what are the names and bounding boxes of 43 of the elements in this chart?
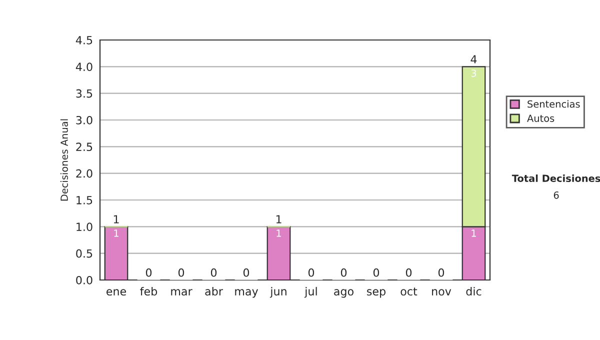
x-tick-label: dic: [466, 286, 482, 296]
text: 6: [554, 191, 559, 199]
data-label: 3: [471, 70, 476, 77]
total-label: 0: [406, 268, 412, 277]
y-axis-title: Decisiones Anual: [60, 119, 68, 201]
total-label: 0: [243, 268, 250, 277]
x-tick-label: nov: [432, 289, 452, 296]
y-tick-label: 4.5: [76, 36, 92, 44]
data-label: 1: [276, 230, 281, 237]
text: Total Decisiones: [512, 174, 600, 182]
total-label: 1: [114, 215, 119, 224]
y-tick-label: 4.0: [76, 62, 92, 72]
x-tick-label: ago: [334, 289, 354, 298]
x-tick-label: sep: [367, 289, 386, 298]
data-label: 1: [114, 230, 118, 237]
total-label: 0: [340, 268, 347, 277]
x-tick-label: mar: [171, 289, 192, 296]
x-tick-label: may: [235, 289, 258, 298]
legend-label: Sentencias: [528, 100, 580, 108]
total-label: 0: [146, 268, 152, 277]
y-tick-label: 0.0: [76, 276, 92, 284]
y-tick-label: 1.5: [76, 196, 92, 204]
total-label: 0: [178, 268, 184, 277]
total-label: 4: [470, 55, 477, 64]
y-tick-label: 1.0: [76, 222, 92, 232]
y-tick-label: 2.0: [76, 169, 92, 178]
x-tick-label: jun: [270, 286, 286, 298]
x-tick-label: jul: [304, 286, 317, 298]
y-tick-label: 3.0: [76, 116, 92, 124]
x-tick-label: ene: [106, 289, 126, 296]
total-label: 0: [210, 268, 217, 277]
x-tick-label: abr: [205, 286, 223, 296]
total-label: 0: [438, 268, 444, 277]
total-label: 0: [308, 268, 314, 277]
y-tick-label: 2.5: [76, 142, 92, 152]
data-label: 1: [472, 230, 476, 237]
total-label: 0: [373, 268, 380, 277]
y-tick-label: 0.5: [76, 249, 92, 258]
y-tick-label: 3.5: [76, 89, 92, 98]
total-label: 1: [276, 215, 282, 224]
x-tick-label: feb: [140, 286, 158, 296]
x-tick-label: oct: [400, 288, 418, 296]
legend-label: Autos: [527, 114, 554, 122]
